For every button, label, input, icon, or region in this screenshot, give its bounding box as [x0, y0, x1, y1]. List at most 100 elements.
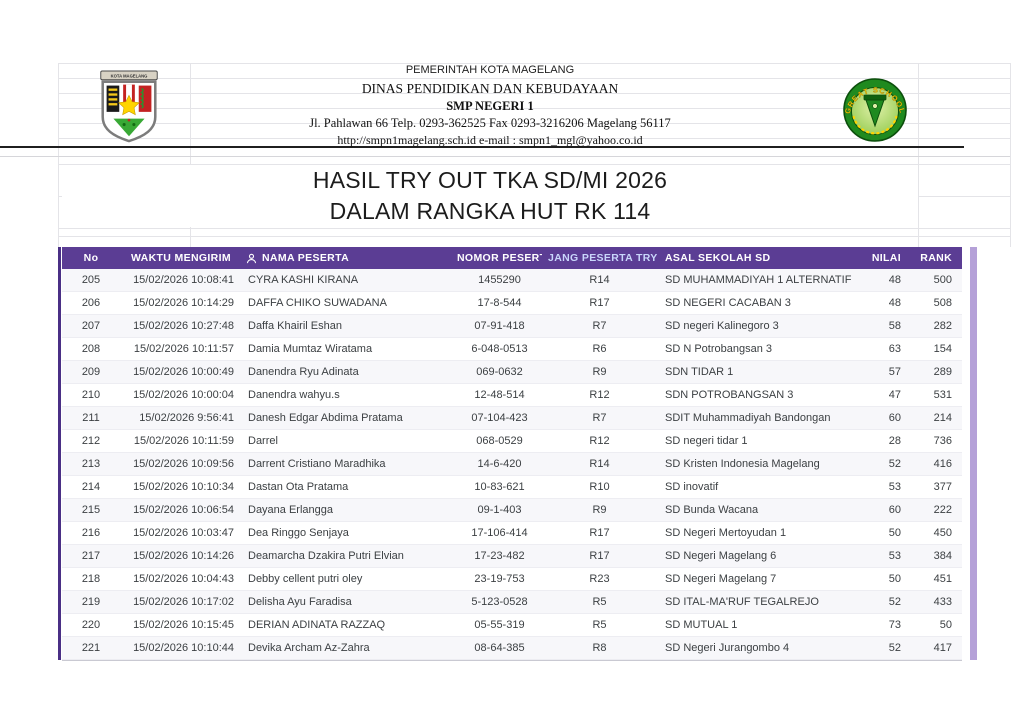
cell-jenjang: R12	[589, 389, 610, 401]
cell-waktu-mengirim: 15/02/2026 10:27:48	[133, 320, 234, 332]
cell-nilai: 52	[888, 596, 901, 608]
department-name: DINAS PENDIDIKAN DAN KEBUDAYAAN	[361, 81, 619, 96]
cell-jenjang: R7	[592, 320, 607, 332]
table-row: 215 15/02/2026 10:06:54 Dayana Erlangga …	[62, 499, 962, 522]
cell-nilai: 28	[888, 435, 901, 447]
document-title-block: HASIL TRY OUT TKA SD/MI 2026 DALAM RANGK…	[62, 165, 918, 227]
cell-nomor-peserta: 05-55-319	[474, 619, 525, 631]
table-left-border	[58, 247, 61, 660]
cell-jenjang: R17	[589, 550, 610, 562]
cell-asal-sekolah: SD Negeri Magelang 6	[665, 550, 777, 562]
table-row: 212 15/02/2026 10:11:59 Darrel 068-0529 …	[62, 430, 962, 453]
cell-waktu-mengirim: 15/02/2026 10:03:47	[133, 527, 234, 539]
col-header-waktu-mengirim[interactable]: WAKTU MENGIRIM	[131, 252, 231, 264]
cell-asal-sekolah: SD Kristen Indonesia Magelang	[665, 458, 820, 470]
cell-no: 219	[81, 596, 101, 608]
great-school-badge-icon: GREAT SCHOOL	[843, 78, 907, 142]
cell-nomor-peserta: 6-048-0513	[471, 343, 528, 355]
cell-no: 217	[81, 550, 101, 562]
cell-nomor-peserta: 10-83-621	[474, 481, 525, 493]
table-row: 220 15/02/2026 10:15:45 DERIAN ADINATA R…	[62, 614, 962, 637]
table-row: 217 15/02/2026 10:14:26 Deamarcha Dzakir…	[62, 545, 962, 568]
cell-rank: 736	[933, 435, 952, 447]
cell-asal-sekolah: SD Negeri Magelang 7	[665, 573, 777, 585]
cell-nomor-peserta: 14-6-420	[477, 458, 522, 470]
cell-no: 212	[81, 435, 101, 447]
cell-no: 221	[81, 642, 101, 654]
cell-waktu-mengirim: 15/02/2026 10:10:44	[133, 642, 234, 654]
cell-jenjang: R6	[592, 343, 607, 355]
cell-waktu-mengirim: 15/02/2026 10:00:49	[133, 366, 234, 378]
table-right-border-strip	[970, 247, 977, 660]
cell-no: 214	[81, 481, 101, 493]
cell-nomor-peserta: 17-8-544	[477, 297, 522, 309]
cell-rank: 222	[933, 504, 952, 516]
cell-jenjang: R14	[589, 458, 610, 470]
col-header-rank[interactable]: RANK	[920, 252, 952, 264]
cell-waktu-mengirim: 15/02/2026 10:11:59	[133, 435, 234, 447]
cell-jenjang: R9	[592, 504, 607, 516]
cell-rank: 451	[933, 573, 952, 585]
cell-rank: 416	[933, 458, 952, 470]
svg-text:KOTA MAGELANG: KOTA MAGELANG	[111, 73, 148, 78]
cell-no: 220	[81, 619, 101, 631]
cell-rank: 214	[933, 412, 952, 424]
page-title-line1: HASIL TRY OUT TKA SD/MI 2026	[312, 167, 668, 193]
table-row: 211 15/02/2026 9:56:41 Danesh Edgar Abdi…	[62, 407, 962, 430]
cell-waktu-mengirim: 15/02/2026 10:17:02	[133, 596, 234, 608]
cell-nama-peserta: CYRA KASHI KIRANA	[248, 274, 359, 286]
government-name: PEMERINTAH KOTA MAGELANG	[405, 64, 575, 76]
cell-nomor-peserta: 08-64-385	[474, 642, 525, 654]
cell-rank: 282	[933, 320, 952, 332]
cell-no: 208	[81, 343, 101, 355]
col-header-nomor-peserta[interactable]: NOMOR PESERTA	[457, 252, 542, 264]
cell-nilai: 60	[888, 504, 901, 516]
cell-nama-peserta: Dastan Ota Pratama	[248, 481, 349, 493]
cell-nama-peserta: Dea Ringgo Senjaya	[248, 527, 349, 539]
table-row: 210 15/02/2026 10:00:04 Danendra wahyu.s…	[62, 384, 962, 407]
page-title-line2: DALAM RANGKA HUT RK 114	[329, 198, 651, 224]
cell-nilai: 48	[888, 274, 901, 286]
col-header-asal-sekolah[interactable]: ASAL SEKOLAH SD	[665, 252, 771, 264]
letterhead-subdivider	[0, 156, 1010, 157]
cell-nilai: 50	[888, 527, 901, 539]
cell-nama-peserta: DAFFA CHIKO SUWADANA	[248, 297, 387, 309]
cell-asal-sekolah: SD negeri tidar 1	[665, 435, 748, 447]
cell-waktu-mengirim: 15/02/2026 9:56:41	[139, 412, 234, 424]
table-row: 216 15/02/2026 10:03:47 Dea Ringgo Senja…	[62, 522, 962, 545]
cell-rank: 508	[933, 297, 952, 309]
cell-asal-sekolah: SD MUHAMMADIYAH 1 ALTERNATIF	[665, 274, 852, 286]
cell-rank: 531	[933, 389, 952, 401]
cell-rank: 450	[933, 527, 952, 539]
table-row: 205 15/02/2026 10:08:41 CYRA KASHI KIRAN…	[62, 269, 962, 292]
cell-rank: 500	[933, 274, 952, 286]
cell-nama-peserta: Debby cellent putri oley	[248, 573, 363, 585]
cell-nilai: 53	[888, 550, 901, 562]
cell-rank: 384	[933, 550, 952, 562]
table-row: 219 15/02/2026 10:17:02 Delisha Ayu Fara…	[62, 591, 962, 614]
cell-rank: 50	[939, 619, 952, 631]
cell-nama-peserta: DERIAN ADINATA RAZZAQ	[248, 619, 386, 631]
cell-nama-peserta: Danesh Edgar Abdima Pratama	[248, 412, 403, 424]
cell-nilai: 47	[888, 389, 901, 401]
cell-waktu-mengirim: 15/02/2026 10:11:57	[133, 343, 234, 355]
cell-jenjang: R8	[592, 642, 607, 654]
col-header-no[interactable]: No	[83, 252, 99, 264]
table-row: 209 15/02/2026 10:00:49 Danendra Ryu Adi…	[62, 361, 962, 384]
cell-jenjang: R23	[589, 573, 610, 585]
cell-nomor-peserta: 17-23-482	[474, 550, 525, 562]
col-header-nama-peserta[interactable]: NAMA PESERTA	[242, 252, 457, 264]
cell-nomor-peserta: 5-123-0528	[471, 596, 528, 608]
cell-nomor-peserta: 069-0632	[476, 366, 523, 378]
cell-rank: 417	[933, 642, 952, 654]
cell-jenjang: R17	[589, 527, 610, 539]
cell-nilai: 73	[888, 619, 901, 631]
col-header-nilai[interactable]: NILAI	[871, 252, 901, 264]
table-row: 221 15/02/2026 10:10:44 Devika Archam Az…	[62, 637, 962, 660]
cell-waktu-mengirim: 15/02/2026 10:04:43	[133, 573, 234, 585]
cell-nama-peserta: Danendra wahyu.s	[248, 389, 340, 401]
cell-asal-sekolah: SD N Potrobangsan 3	[665, 343, 773, 355]
school-contact: http://smpn1magelang.sch.id e-mail : smp…	[337, 133, 643, 147]
cell-waktu-mengirim: 15/02/2026 10:15:45	[133, 619, 234, 631]
